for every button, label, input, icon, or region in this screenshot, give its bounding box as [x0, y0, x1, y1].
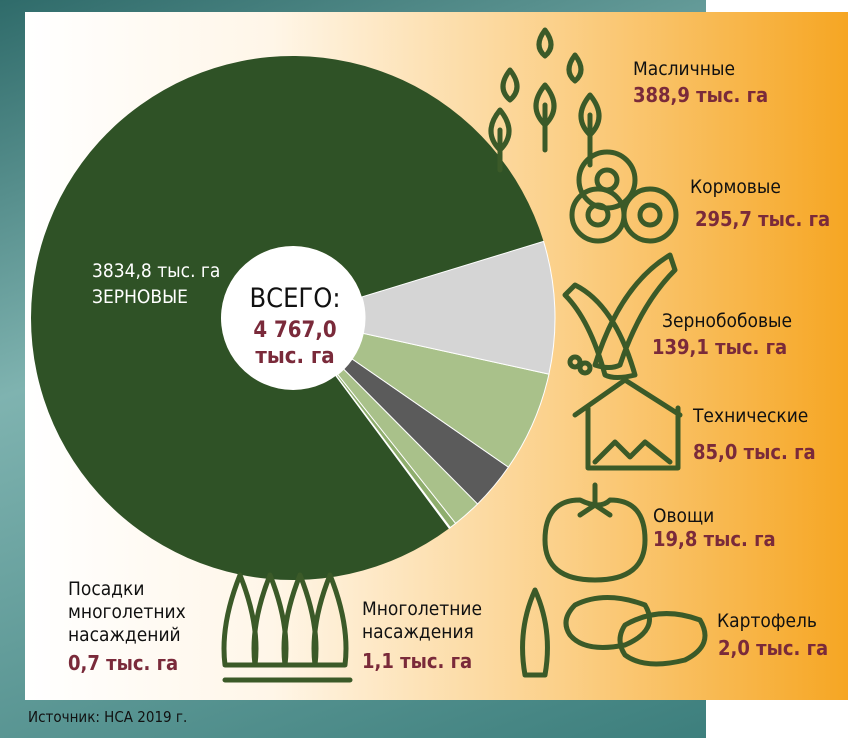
category-label: Технические — [693, 405, 809, 427]
slice — [30, 56, 544, 581]
category-label: ЗЕРНОВЫЕ — [92, 286, 188, 308]
slice — [351, 332, 550, 468]
value-label: 1,1 тыс. га — [362, 649, 473, 673]
value-label: 19,8 тыс. га — [653, 527, 776, 551]
total-title: ВСЕГО: — [249, 283, 341, 314]
value-label: 139,1 тыс. га — [652, 335, 788, 359]
category-label: Кормовые — [690, 176, 781, 198]
value-label: 2,0 тыс. га — [718, 636, 829, 660]
value-label: 295,7 тыс. га — [695, 207, 831, 231]
donut-hole — [221, 246, 365, 390]
total-label: 4 767,0 тыс. га — [253, 318, 337, 369]
value-label: 85,0 тыс. га — [693, 440, 816, 464]
value-label: 0,7 тыс. га — [68, 651, 179, 675]
category-label: Посадки многолетних насаждений — [68, 578, 186, 646]
category-label: Масличные — [633, 58, 735, 80]
slice — [343, 358, 510, 505]
value-label: 3834,8 тыс. га — [92, 260, 221, 282]
source: Источник: НСА 2019 г. — [28, 708, 188, 726]
icons — [221, 27, 708, 683]
category-label: Многолетние насаждения — [362, 598, 483, 643]
value-label: 388,9 тыс. га — [633, 83, 769, 107]
slice — [336, 368, 479, 525]
slice — [361, 240, 556, 375]
category-label: Зернобобовые — [662, 310, 793, 332]
category-label: Овощи — [653, 505, 715, 527]
category-label: Картофель — [717, 610, 818, 632]
